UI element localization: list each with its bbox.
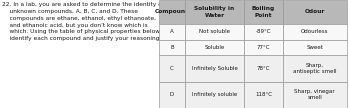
Text: 22. In a lab, you are asked to determine the identity of 4
    unknown compounds: 22. In a lab, you are asked to determine…	[2, 2, 169, 41]
